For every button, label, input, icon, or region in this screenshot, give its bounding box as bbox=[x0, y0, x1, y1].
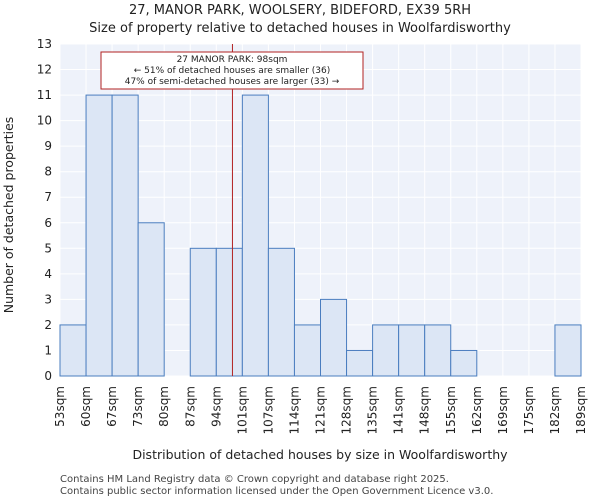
annotation-line: ← 51% of detached houses are smaller (36… bbox=[134, 66, 331, 76]
x-tick-label: 60sqm bbox=[79, 386, 93, 427]
histogram-bar bbox=[111, 94, 139, 377]
x-tick-label: 80sqm bbox=[157, 386, 171, 427]
x-tick-label: 53sqm bbox=[53, 386, 67, 427]
histogram-bar bbox=[346, 349, 374, 377]
y-tick-label: 1 bbox=[44, 343, 52, 357]
histogram-bar bbox=[241, 94, 269, 377]
histogram-bar bbox=[372, 324, 400, 377]
histogram-bar bbox=[267, 247, 295, 377]
x-tick-label: 162sqm bbox=[470, 386, 484, 434]
x-tick-label: 121sqm bbox=[314, 386, 328, 434]
x-tick-label: 169sqm bbox=[496, 386, 510, 434]
y-tick-label: 10 bbox=[37, 114, 52, 128]
x-tick-label: 94sqm bbox=[209, 386, 223, 427]
x-tick-label: 135sqm bbox=[366, 386, 380, 434]
x-tick-label: 101sqm bbox=[235, 386, 249, 434]
histogram-bar bbox=[293, 324, 322, 377]
chart-title-line-1: 27, MANOR PARK, WOOLSERY, BIDEFORD, EX39… bbox=[129, 3, 471, 18]
histogram-bar bbox=[137, 222, 165, 377]
histogram-bar bbox=[450, 349, 478, 377]
y-axis-label: Number of detached properties bbox=[1, 117, 16, 314]
x-tick-label: 114sqm bbox=[287, 386, 301, 434]
histogram-bar bbox=[59, 324, 87, 377]
x-tick-label: 175sqm bbox=[522, 386, 536, 434]
x-tick-label: 73sqm bbox=[131, 386, 145, 427]
y-tick-label: 4 bbox=[44, 267, 52, 281]
histogram-bar bbox=[85, 94, 113, 377]
x-tick-label: 148sqm bbox=[418, 386, 432, 434]
histogram-bar bbox=[320, 298, 348, 377]
y-tick-label: 6 bbox=[44, 216, 52, 230]
histogram-bar bbox=[215, 247, 243, 377]
y-tick-label: 11 bbox=[37, 88, 52, 102]
x-tick-label: 155sqm bbox=[444, 386, 458, 434]
y-tick-label: 2 bbox=[44, 318, 52, 332]
y-tick-label: 12 bbox=[37, 63, 52, 77]
x-tick-label: 189sqm bbox=[574, 386, 588, 434]
annotation-box bbox=[100, 51, 364, 90]
x-tick-label: 128sqm bbox=[340, 386, 354, 434]
y-tick-label: 0 bbox=[44, 369, 52, 383]
footer-line-2: Contains public sector information licen… bbox=[60, 486, 493, 497]
annotation-line: 47% of semi-detached houses are larger (… bbox=[125, 77, 340, 87]
x-axis-label: Distribution of detached houses by size … bbox=[132, 447, 508, 462]
y-tick-label: 3 bbox=[44, 292, 52, 306]
y-tick-label: 8 bbox=[44, 165, 52, 179]
y-tick-label: 9 bbox=[44, 139, 52, 153]
x-tick-label: 141sqm bbox=[392, 386, 406, 434]
x-tick-label: 107sqm bbox=[261, 386, 275, 434]
footer-line-1: Contains HM Land Registry data © Crown c… bbox=[60, 474, 449, 485]
histogram-bar bbox=[424, 324, 452, 377]
histogram-bar bbox=[398, 324, 426, 377]
histogram-bar bbox=[189, 247, 217, 377]
histogram-bar bbox=[554, 324, 582, 377]
y-tick-label: 7 bbox=[44, 190, 52, 204]
x-tick-label: 87sqm bbox=[183, 386, 197, 427]
y-tick-label: 5 bbox=[44, 241, 52, 255]
annotation-line: 27 MANOR PARK: 98sqm bbox=[177, 55, 288, 65]
y-tick-label: 13 bbox=[37, 37, 52, 51]
chart-title-line-2: Size of property relative to detached ho… bbox=[89, 21, 511, 36]
x-tick-label: 182sqm bbox=[548, 386, 562, 434]
x-tick-label: 67sqm bbox=[105, 386, 119, 427]
